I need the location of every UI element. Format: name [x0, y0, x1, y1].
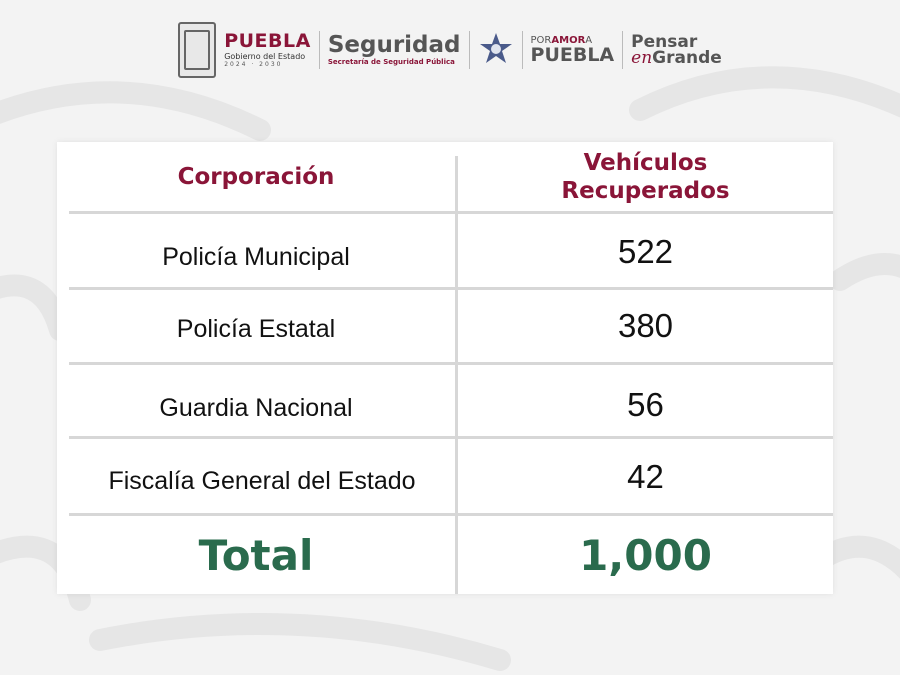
row-vehiculos: 42	[627, 457, 664, 495]
total-value: 1,000	[579, 530, 712, 580]
row-divider	[69, 362, 833, 365]
por-amor-a-puebla-logo: PORAMORA PUEBLA	[530, 34, 615, 66]
seguridad-subtitle: Secretaría de Seguridad Pública	[327, 58, 455, 66]
row-divider	[69, 287, 833, 290]
pensar-bottom-line: enGrande	[631, 48, 722, 68]
amor-main: PUEBLA	[530, 43, 615, 66]
vehicles-table: Corporación Vehículos Recuperados Policí…	[57, 142, 833, 594]
puebla-subtitle: Gobierno del Estado	[224, 52, 306, 61]
police-star-icon	[479, 33, 512, 63]
column-divider	[455, 156, 458, 594]
row-vehiculos: 56	[627, 385, 664, 423]
amor-top-line: PORAMORA	[530, 34, 593, 46]
header-logos: PUEBLA Gobierno del Estado 2024 · 2030 S…	[0, 20, 900, 80]
row-corporacion: Policía Municipal	[162, 243, 350, 271]
row-vehiculos: 522	[617, 232, 674, 270]
header-vehiculos-line2: Recuperados	[561, 177, 730, 204]
row-divider	[69, 436, 833, 439]
divider	[468, 31, 470, 69]
puebla-years: 2024 · 2030	[224, 61, 283, 68]
header-corporacion: Corporación	[177, 163, 335, 190]
divider	[318, 31, 320, 69]
total-label: Total	[198, 530, 314, 580]
row-corporacion: Fiscalía General del Estado	[108, 467, 416, 495]
seguridad-title: Seguridad	[327, 32, 461, 58]
seguridad-logo: Seguridad Secretaría de Seguridad Públic…	[328, 34, 461, 66]
pensar-en-grande-logo: Pensar enGrande	[631, 31, 722, 68]
puebla-title: PUEBLA	[224, 30, 311, 52]
row-divider	[69, 211, 833, 214]
divider	[521, 31, 523, 69]
state-seal-icon	[178, 22, 217, 78]
row-corporacion: Guardia Nacional	[159, 394, 353, 422]
row-corporacion: Policía Estatal	[176, 315, 336, 343]
header-vehiculos: Vehículos Recuperados	[458, 142, 833, 211]
row-vehiculos: 380	[617, 306, 674, 344]
divider	[622, 31, 624, 69]
puebla-logo: PUEBLA Gobierno del Estado 2024 · 2030	[224, 32, 311, 68]
row-divider	[69, 513, 833, 516]
header-vehiculos-line1: Vehículos	[583, 149, 708, 176]
pensar-top: Pensar	[631, 31, 698, 52]
